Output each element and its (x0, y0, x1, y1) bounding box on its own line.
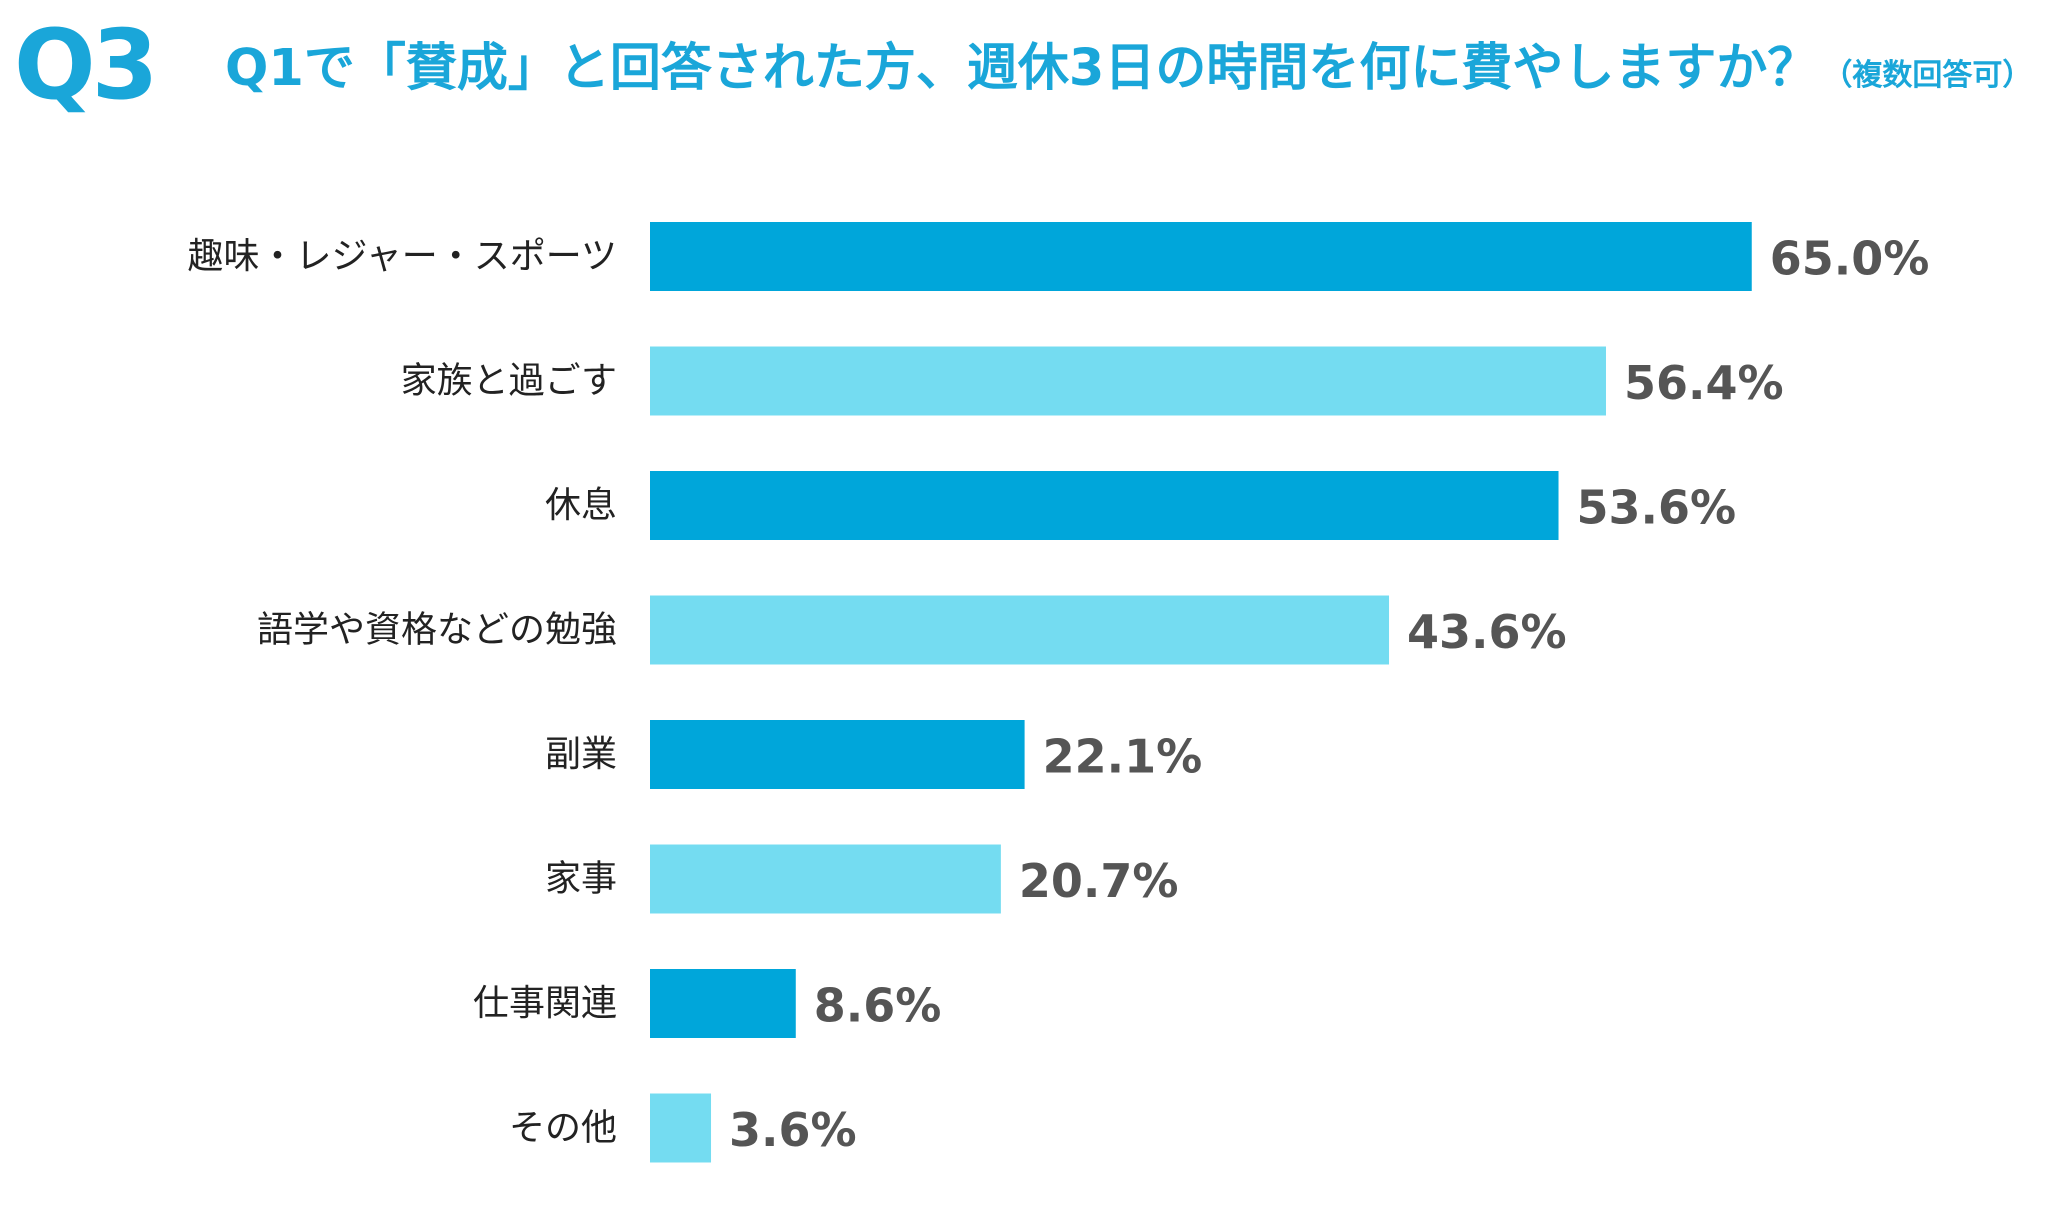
bar-3 (650, 471, 1559, 540)
bar-8 (650, 1093, 712, 1163)
category-label-7: 仕事関連 (473, 983, 617, 1024)
value-label-8: 3.6% (729, 1103, 857, 1157)
category-label-3: 休息 (545, 485, 617, 526)
question-note: （複数回答可） (1822, 58, 2033, 93)
category-label-1: 趣味・レジャー・スポーツ (188, 236, 617, 277)
category-label-2: 家族と過ごす (401, 361, 617, 402)
value-label-6: 20.7% (1019, 854, 1179, 908)
chart-header: Q3 Q1で「賛成」と回答された方、週休3日の時間を何に費やしますか？ （複数回答… (0, 0, 2067, 150)
bar-2 (650, 346, 1606, 416)
bar-7 (650, 969, 796, 1038)
bar-5 (650, 720, 1025, 789)
question-title: Q1で「賛成」と回答された方、週休3日の時間を何に費やしますか？ （複数回答可） (225, 34, 2032, 111)
category-label-8: その他 (509, 1108, 617, 1149)
value-label-2: 56.4% (1624, 356, 1784, 410)
value-label-4: 43.6% (1407, 605, 1567, 659)
value-label-1: 65.0% (1770, 232, 1930, 286)
bar-6 (650, 844, 1001, 914)
bar-1 (650, 222, 1752, 291)
category-label-4: 語学や資格などの勉強 (257, 610, 617, 651)
category-label-5: 副業 (545, 734, 617, 775)
value-label-5: 22.1% (1043, 730, 1203, 784)
value-label-3: 53.6% (1577, 481, 1737, 535)
category-label-6: 家事 (545, 859, 617, 900)
value-label-7: 8.6% (814, 979, 942, 1033)
question-number-badge: Q3 (14, 9, 158, 121)
bar-4 (650, 595, 1390, 665)
bars-layer: 趣味・レジャー・スポーツ 65.0% 家族と過ごす 56.4% 休息 53.6% 語学や資格… (188, 222, 1930, 1163)
question-text: Q1で「賛成」と回答された方、週休3日の時間を何に費やしますか？ (225, 39, 1819, 98)
